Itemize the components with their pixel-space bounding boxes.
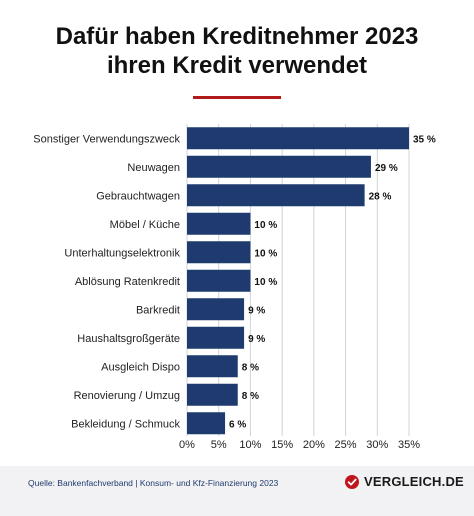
value-label: 35 % [413,134,436,145]
value-label: 9 % [248,334,265,345]
x-tick-label: 25% [335,439,357,451]
category-label: Gebrauchtwagen [96,190,180,202]
bar [187,212,251,235]
value-label: 9 % [248,305,265,316]
value-label: 8 % [242,391,259,402]
bar [187,155,371,178]
x-tick-label: 10% [239,439,261,451]
category-label: Bekleidung / Schmuck [71,418,180,430]
x-tick-label: 15% [271,439,293,451]
x-tick-label: 5% [211,439,227,451]
bar [187,412,226,435]
bar [187,326,245,349]
value-label: 29 % [375,163,398,174]
bar [187,127,409,150]
title-underline [193,96,281,99]
x-tick-label: 0% [179,439,195,451]
bar [187,184,365,207]
x-tick-label: 20% [303,439,325,451]
bar [187,269,251,292]
footer-bar [0,466,474,516]
category-label: Neuwagen [127,162,180,174]
title-line-2: ihren Kredit verwendet [106,52,368,79]
title-line-1: Dafür haben Kreditnehmer 2023 [55,23,419,50]
value-label: 28 % [369,191,392,202]
bar [187,355,238,378]
value-label: 10 % [254,220,277,231]
category-label: Renovierung / Umzug [74,390,180,402]
x-tick-label: 30% [366,439,388,451]
value-label: 8 % [242,362,259,373]
value-label: 10 % [254,248,277,259]
brand-name: VERGLEICH.DE [364,474,464,489]
check-badge-icon [345,474,359,489]
bar [187,298,245,321]
bar [187,383,238,406]
value-label: 6 % [229,419,246,430]
category-label: Barkredit [136,304,180,316]
category-label: Ausgleich Dispo [101,361,180,373]
source-note: Quelle: Bankenfachverband | Konsum- und … [28,478,279,488]
x-tick-label: 35% [398,439,420,451]
bar [187,241,251,264]
brand-logo[interactable]: VERGLEICH.DE [345,474,464,489]
chart-title: Dafür haben Kreditnehmer 2023 ihren Kred… [0,22,474,80]
category-label: Unterhaltungselektronik [64,247,180,259]
category-label: Möbel / Küche [110,219,180,231]
category-label: Haushaltsgroßgeräte [77,333,180,345]
category-label: Sonstiger Verwendungszweck [33,133,180,145]
value-label: 10 % [254,277,277,288]
category-label: Ablösung Ratenkredit [75,276,180,288]
bar-chart: 0% 5% 10% 15% 20% 25% 30% 35% Sonstiger Verwendu… [33,124,436,451]
